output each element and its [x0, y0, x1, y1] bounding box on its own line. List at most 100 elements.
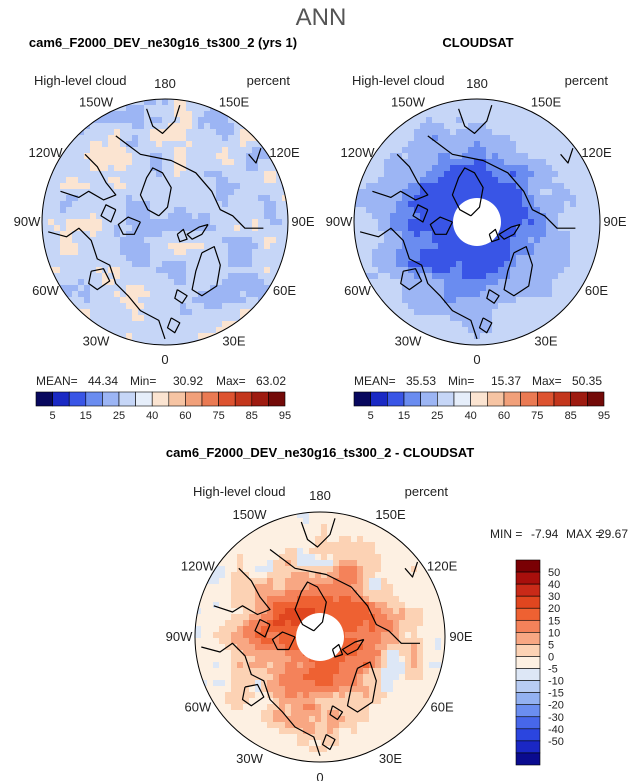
field-cell	[96, 171, 103, 178]
field-cell	[522, 189, 529, 196]
field-cell	[156, 309, 163, 316]
field-cell	[186, 303, 193, 310]
field-cell	[60, 207, 67, 214]
field-cell	[219, 548, 226, 555]
field-cell	[78, 195, 85, 202]
field-cell	[231, 686, 238, 693]
field-cell	[72, 309, 79, 316]
field-cell	[279, 602, 286, 609]
field-cell	[345, 728, 352, 735]
field-cell	[228, 225, 235, 232]
field-cell	[249, 524, 256, 531]
field-cell	[345, 692, 352, 699]
field-cell	[222, 279, 229, 286]
field-cell	[540, 297, 547, 304]
colorbar: 5 15 25 40 60 75 85 95	[35, 391, 291, 422]
field-cell	[219, 578, 226, 585]
field-cell	[390, 231, 397, 238]
field-cell	[498, 111, 505, 118]
field-cell	[351, 704, 358, 711]
field-cell	[228, 243, 235, 250]
field-cell	[528, 255, 535, 262]
field-cell	[576, 249, 583, 256]
field-cell	[588, 261, 595, 268]
field-cell	[504, 111, 511, 118]
field-cell	[297, 722, 304, 729]
field-cell	[462, 273, 469, 280]
field-cell	[399, 632, 406, 639]
field-cell	[321, 710, 328, 717]
field-cell	[120, 147, 127, 154]
field-cell	[354, 177, 361, 184]
field-cell	[279, 680, 286, 687]
field-cell	[186, 333, 193, 340]
field-cell	[96, 201, 103, 208]
field-cell	[156, 303, 163, 310]
field-cell	[534, 153, 541, 160]
field-cell	[339, 536, 346, 543]
field-cell	[432, 195, 439, 202]
field-cell	[456, 189, 463, 196]
field-cell	[144, 243, 151, 250]
field-cell	[78, 201, 85, 208]
field-cell	[339, 590, 346, 597]
field-cell	[435, 650, 442, 657]
field-cell	[186, 225, 193, 232]
field-cell	[405, 680, 412, 687]
field-cell	[252, 231, 259, 238]
field-cell	[225, 692, 232, 699]
field-cell	[90, 225, 97, 232]
field-cell	[444, 159, 451, 166]
field-cell	[369, 752, 376, 759]
field-cell	[174, 141, 181, 148]
field-cell	[552, 261, 559, 268]
field-cell	[291, 644, 298, 651]
field-cell	[60, 177, 67, 184]
field-cell	[285, 554, 292, 561]
field-cell	[126, 177, 133, 184]
field-cell	[582, 273, 589, 280]
field-cell	[366, 171, 373, 178]
field-cell	[387, 536, 394, 543]
field-cell	[345, 590, 352, 597]
field-cell	[534, 315, 541, 322]
field-cell	[120, 261, 127, 268]
field-cell	[456, 177, 463, 184]
field-cell	[378, 189, 385, 196]
field-cell	[423, 596, 430, 603]
field-cell	[366, 243, 373, 250]
field-cell	[309, 698, 316, 705]
field-cell	[456, 291, 463, 298]
field-cell	[108, 303, 115, 310]
field-cell	[438, 213, 445, 220]
field-cell	[327, 536, 334, 543]
field-cell	[138, 123, 145, 130]
field-cell	[108, 195, 115, 202]
field-cell	[72, 207, 79, 214]
field-cell	[516, 297, 523, 304]
field-cell	[222, 117, 229, 124]
field-cell	[246, 201, 253, 208]
field-cell	[393, 560, 400, 567]
field-cell	[54, 177, 61, 184]
field-cell	[534, 219, 541, 226]
field-cell	[492, 117, 499, 124]
field-cell	[327, 578, 334, 585]
field-cell	[195, 608, 202, 615]
field-cell	[492, 105, 499, 112]
field-cell	[399, 668, 406, 675]
field-cell	[138, 135, 145, 142]
coastline	[100, 204, 117, 223]
field-cell	[327, 716, 334, 723]
field-cell	[369, 524, 376, 531]
field-cell	[369, 746, 376, 753]
field-cell	[132, 285, 139, 292]
field-cell	[435, 578, 442, 585]
field-cell	[234, 147, 241, 154]
field-cell	[207, 638, 214, 645]
longitude-label: 120W	[181, 559, 216, 574]
field-cell	[396, 267, 403, 274]
field-cell	[432, 267, 439, 274]
field-cell	[474, 315, 481, 322]
field-cell	[381, 566, 388, 573]
